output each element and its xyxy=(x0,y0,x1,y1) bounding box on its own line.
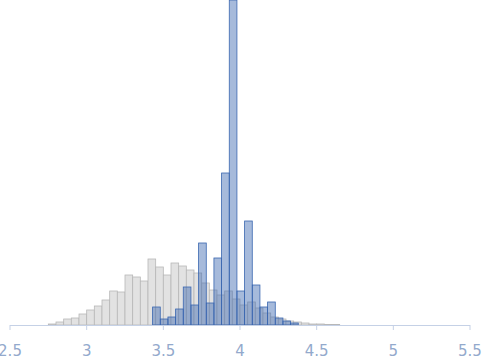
histogram-bar xyxy=(237,291,245,325)
x-tick xyxy=(240,325,241,330)
histogram-bar xyxy=(56,322,64,325)
histogram-bar xyxy=(87,310,95,325)
histogram-bar xyxy=(140,281,148,325)
histogram-bar xyxy=(191,305,199,325)
x-tick xyxy=(316,325,317,330)
histogram-bar xyxy=(291,323,299,325)
histogram-bar xyxy=(199,243,207,325)
x-tick-label: 5 xyxy=(389,342,399,360)
histogram-bar xyxy=(245,221,253,325)
histogram-bar xyxy=(64,319,72,325)
histogram-bar xyxy=(214,258,222,325)
x-tick xyxy=(10,325,11,330)
histogram-bar xyxy=(117,292,125,325)
histogram-bar xyxy=(160,319,168,325)
histogram-bar xyxy=(324,324,332,325)
histogram-bar xyxy=(229,0,237,325)
histogram-bar xyxy=(133,277,141,325)
histogram-bar xyxy=(71,318,79,325)
x-tick-label: 3.5 xyxy=(151,342,175,360)
histogram-bar xyxy=(309,324,317,325)
histogram-bar xyxy=(260,307,268,325)
histogram-bar xyxy=(183,287,191,325)
x-tick-label: 4 xyxy=(235,342,245,360)
histogram-bar xyxy=(102,300,110,325)
histogram-bar xyxy=(283,321,291,325)
x-tick-label: 5.5 xyxy=(458,342,482,360)
x-tick-label: 2.5 xyxy=(0,342,22,360)
histogram-bar xyxy=(275,318,283,325)
x-tick xyxy=(393,325,394,330)
histogram-bar xyxy=(176,309,184,325)
x-tick xyxy=(86,325,87,330)
bars xyxy=(48,0,339,325)
histogram-bar xyxy=(125,275,133,325)
x-tick xyxy=(163,325,164,330)
chart: 2.5 3 3.5 4 4.5 5 5.5 xyxy=(0,0,484,363)
histogram-bar xyxy=(48,324,56,325)
histogram-bar xyxy=(222,173,230,325)
histogram-bar xyxy=(301,323,309,325)
histogram-bar xyxy=(168,317,176,325)
histogram-bar xyxy=(317,324,325,325)
histogram-bar xyxy=(110,291,118,325)
histogram-bar xyxy=(206,303,214,325)
x-tick xyxy=(470,325,471,330)
histogram-bar xyxy=(79,314,87,325)
x-tick-label: 4.5 xyxy=(305,342,329,360)
histogram-bar xyxy=(268,302,276,325)
histogram-bar xyxy=(94,306,102,325)
histogram-bar xyxy=(332,324,340,325)
histogram-bar xyxy=(252,285,260,325)
x-tick-label: 3 xyxy=(82,342,92,360)
histogram-bar xyxy=(153,307,161,325)
